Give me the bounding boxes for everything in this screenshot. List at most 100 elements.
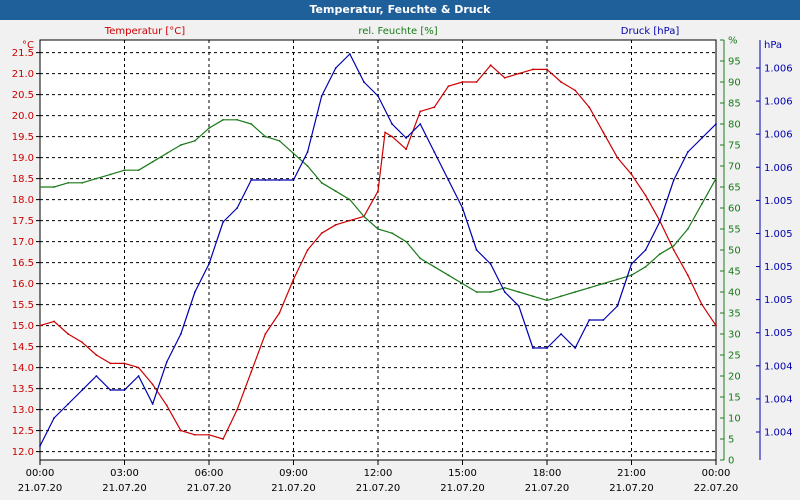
pressure-data-point	[686, 151, 689, 153]
temperature-data-point	[433, 106, 436, 109]
humidity-data-point	[391, 232, 393, 235]
humidity-data-point	[109, 173, 112, 176]
humidity-data-point	[701, 202, 703, 205]
pressure-data-point	[208, 263, 210, 265]
x-tick-label-time: 15:00	[448, 468, 477, 479]
humidity-data-point	[447, 274, 450, 277]
humidity-data-point	[503, 286, 506, 289]
temperature-data-point	[264, 333, 267, 335]
humidity-data-point	[278, 139, 281, 142]
humidity-data-point	[320, 181, 323, 184]
pressure-tick-label: 1.004	[764, 361, 793, 372]
humidity-tick-label: 10	[728, 414, 741, 425]
pressure-data-point	[306, 151, 309, 153]
pressure-data-point	[222, 221, 224, 223]
humidity-data-point	[123, 169, 126, 172]
window-title: Temperatur, Feuchte & Druck	[0, 0, 800, 20]
pressure-tick-label: 1.004	[764, 428, 793, 439]
pressure-data-point	[292, 179, 295, 181]
temperature-data-point	[292, 278, 295, 281]
humidity-data-point	[165, 152, 168, 155]
pressure-data-point	[81, 389, 84, 391]
temperature-data-point	[179, 429, 182, 432]
pressure-data-point	[165, 361, 168, 363]
humidity-data-point	[658, 253, 661, 256]
temperature-data-point	[194, 433, 196, 436]
temperature-tick-label: 18.5	[12, 174, 34, 185]
humidity-data-point	[264, 135, 267, 138]
x-tick-label-date: 21.07.20	[187, 483, 232, 494]
pressure-data-point	[95, 375, 98, 377]
humidity-data-point	[179, 144, 182, 146]
humidity-data-point	[53, 186, 55, 188]
humidity-data-point	[81, 181, 84, 184]
pressure-data-point	[503, 291, 506, 293]
humidity-tick-label: 25	[728, 351, 741, 362]
temperature-data-point	[222, 438, 224, 440]
humidity-data-point	[250, 123, 253, 125]
humidity-data-point	[588, 286, 591, 289]
humidity-data-point	[405, 240, 408, 243]
temperature-data-point	[517, 72, 520, 75]
pressure-tick-label: 1.006	[764, 163, 793, 174]
temperature-data-point	[405, 148, 408, 151]
pressure-tick-label: 1.005	[764, 229, 793, 240]
humidity-data-point	[95, 177, 98, 180]
pressure-data-point	[123, 389, 126, 391]
chart-area: 00:00 21.07.20 03:00 21.07.20 06:00 21.07.20 0…	[0, 20, 800, 500]
pressure-data-point	[391, 123, 393, 125]
pressure-data-point	[475, 249, 478, 251]
temperature-data-point	[419, 110, 422, 113]
pressure-data-point	[348, 53, 351, 55]
x-tick-label-date: 21.07.20	[102, 483, 147, 494]
temperature-data-point	[644, 194, 647, 197]
temperature-tick-label: 14.0	[12, 363, 34, 374]
pressure-data-point	[405, 137, 408, 139]
temperature-data-point	[701, 303, 703, 306]
temperature-data-point	[447, 85, 450, 88]
humidity-data-point	[222, 118, 224, 121]
temperature-tick-label: 12.5	[12, 426, 34, 437]
temperature-data-point	[686, 274, 689, 277]
temperature-data-point	[384, 131, 386, 134]
humidity-tick-label: 20	[728, 372, 741, 383]
pressure-data-point	[236, 207, 239, 209]
temperature-data-point	[602, 131, 605, 134]
humidity-data-point	[419, 257, 422, 260]
humidity-data-point	[532, 295, 534, 298]
pressure-tick-label: 1.005	[764, 295, 793, 306]
humidity-data-point	[306, 165, 309, 167]
temperature-data-point	[616, 156, 619, 159]
humidity-tick-label: 40	[728, 288, 741, 299]
temperature-data-point	[320, 232, 323, 235]
humidity-data-point	[67, 181, 70, 184]
pressure-data-point	[616, 305, 619, 307]
temperature-data-point	[278, 312, 281, 314]
pressure-data-point	[39, 445, 41, 447]
temperature-tick-label: 12.0	[12, 447, 34, 458]
humidity-data-point	[377, 228, 379, 230]
temperature-data-point	[123, 362, 126, 365]
humidity-data-point	[292, 152, 295, 155]
temperature-tick-label: 13.5	[12, 384, 34, 395]
pressure-data-point	[461, 207, 464, 209]
temperature-data-point	[208, 433, 210, 436]
humidity-data-point	[137, 169, 140, 172]
temperature-tick-label: 18.0	[12, 195, 34, 206]
temperature-data-point	[165, 404, 168, 407]
x-tick-label-time: 21:00	[617, 468, 646, 479]
x-tick-label-date: 21.07.20	[440, 483, 485, 494]
pressure-data-point	[53, 417, 55, 419]
temperature-data-point	[67, 333, 70, 335]
pressure-data-point	[109, 389, 112, 391]
pressure-data-point	[250, 179, 253, 181]
pressure-data-point	[433, 151, 436, 153]
humidity-data-point	[602, 282, 605, 285]
humidity-tick-label: 95	[728, 57, 741, 68]
humidity-data-point	[208, 127, 210, 130]
pressure-data-point	[179, 333, 182, 335]
pressure-data-point	[532, 347, 534, 349]
humidity-tick-label: %	[728, 36, 738, 47]
pressure-data-point	[658, 221, 661, 223]
pressure-tick-label: 1.005	[764, 328, 793, 339]
